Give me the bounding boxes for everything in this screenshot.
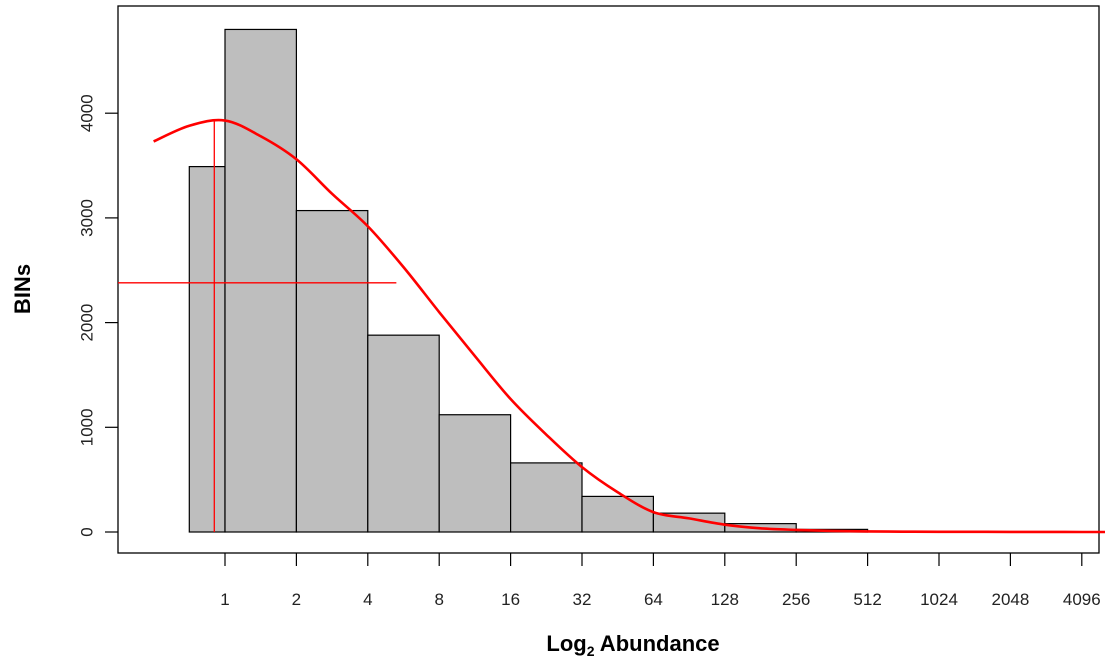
- x-tick-label-256: 256: [782, 590, 810, 609]
- y-tick-label-4000: 4000: [77, 94, 96, 132]
- fit-curve: [153, 118, 1105, 534]
- x-tick-label-4: 4: [363, 590, 372, 609]
- x-tick-label-128: 128: [711, 590, 739, 609]
- bar-7: [652, 512, 726, 533]
- y-tick-label-3000: 3000: [77, 199, 96, 237]
- x-tick-label-1024: 1024: [920, 590, 958, 609]
- bar-5: [510, 462, 583, 533]
- bar-3: [367, 334, 440, 533]
- y-axis-title: BINs: [10, 264, 35, 314]
- x-axis: 1 2 4 8 16 32 64 128 256 512 1024 2048 4096: [220, 553, 1101, 609]
- bar-1: [224, 28, 298, 533]
- bar-6: [581, 495, 655, 533]
- x-tick-label-64: 64: [644, 590, 663, 609]
- x-axis-title-main: Log: [546, 631, 586, 656]
- bar-2: [295, 209, 369, 533]
- y-tick-label-0: 0: [77, 527, 96, 536]
- x-tick-label-8: 8: [434, 590, 443, 609]
- bars-group: [188, 28, 869, 533]
- fit-curve-group: [118, 118, 1105, 534]
- x-tick-label-2048: 2048: [991, 590, 1029, 609]
- y-axis: 0 1000 2000 3000 4000: [77, 94, 118, 537]
- x-tick-label-1: 1: [220, 590, 229, 609]
- plot-frame: [117, 5, 1100, 554]
- bar-0: [188, 165, 226, 533]
- x-tick-label-16: 16: [501, 590, 520, 609]
- x-axis-title-subscript: 2: [587, 643, 595, 659]
- x-axis-title-suffix: Abundance: [595, 631, 720, 656]
- bar-4: [438, 414, 512, 533]
- x-tick-label-512: 512: [853, 590, 881, 609]
- x-axis-title: Log2 Abundance: [546, 631, 719, 659]
- x-tick-label-2: 2: [292, 590, 301, 609]
- x-tick-label-4096: 4096: [1063, 590, 1101, 609]
- x-tick-label-32: 32: [573, 590, 592, 609]
- y-tick-label-1000: 1000: [77, 408, 96, 446]
- y-tick-label-2000: 2000: [77, 304, 96, 342]
